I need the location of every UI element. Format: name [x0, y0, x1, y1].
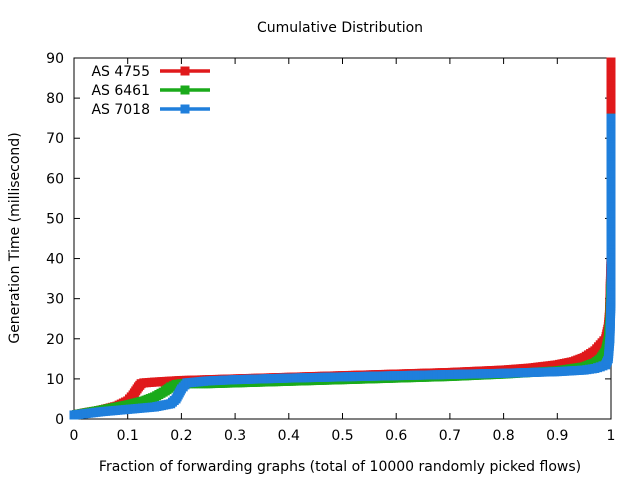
- legend-marker: [180, 66, 190, 76]
- series-as-7018: [69, 113, 616, 420]
- series-as-4755: [69, 57, 616, 420]
- x-tick-label: 0.4: [278, 428, 300, 444]
- y-tick-label: 30: [46, 292, 64, 308]
- x-tick-label: 0.5: [331, 428, 353, 444]
- x-tick-label: 1: [607, 428, 616, 444]
- legend-marker: [180, 104, 190, 114]
- legend-marker: [180, 85, 190, 95]
- y-tick-label: 50: [46, 211, 64, 227]
- legend-label: AS 6461: [91, 83, 150, 99]
- y-tick-label: 80: [46, 91, 64, 107]
- x-tick-label: 0.3: [224, 428, 246, 444]
- x-tick-label: 0: [70, 428, 79, 444]
- data-point: [606, 113, 616, 123]
- y-tick-label: 90: [46, 51, 64, 67]
- x-tick-label: 0.9: [546, 428, 568, 444]
- series-line: [73, 62, 613, 417]
- x-tick-label: 0.7: [439, 428, 461, 444]
- legend-label: AS 4755: [91, 64, 150, 80]
- y-tick-label: 40: [46, 252, 64, 268]
- legend-label: AS 7018: [91, 102, 150, 118]
- y-tick-label: 20: [46, 332, 64, 348]
- x-tick-label: 0.8: [492, 428, 514, 444]
- chart-title: Cumulative Distribution: [257, 20, 423, 36]
- y-tick-label: 10: [46, 372, 64, 388]
- legend: AS 4755 AS 6461 AS 7018: [91, 64, 210, 118]
- data-point: [606, 57, 616, 67]
- series-layer: [69, 57, 616, 420]
- x-tick-label: 0.2: [170, 428, 192, 444]
- y-axis-label: Generation Time (millisecond): [7, 132, 23, 343]
- x-axis: 0 0.1 0.2 0.3 0.4 0.5 0.6 0.7 0.8 0.9 1: [70, 58, 616, 444]
- y-tick-label: 0: [55, 412, 64, 428]
- y-tick-label: 70: [46, 131, 64, 147]
- x-axis-label: Fraction of forwarding graphs (total of …: [99, 459, 581, 475]
- x-tick-label: 0.1: [117, 428, 139, 444]
- y-axis: 0 10 20 30 40 50 60 70 80 90: [46, 51, 611, 428]
- x-tick-label: 0.6: [385, 428, 407, 444]
- plot-area: 0 0.1 0.2 0.3 0.4 0.5 0.6 0.7 0.8 0.9 1 0 10 20 30 40 5…: [46, 51, 616, 444]
- y-tick-label: 60: [46, 171, 64, 187]
